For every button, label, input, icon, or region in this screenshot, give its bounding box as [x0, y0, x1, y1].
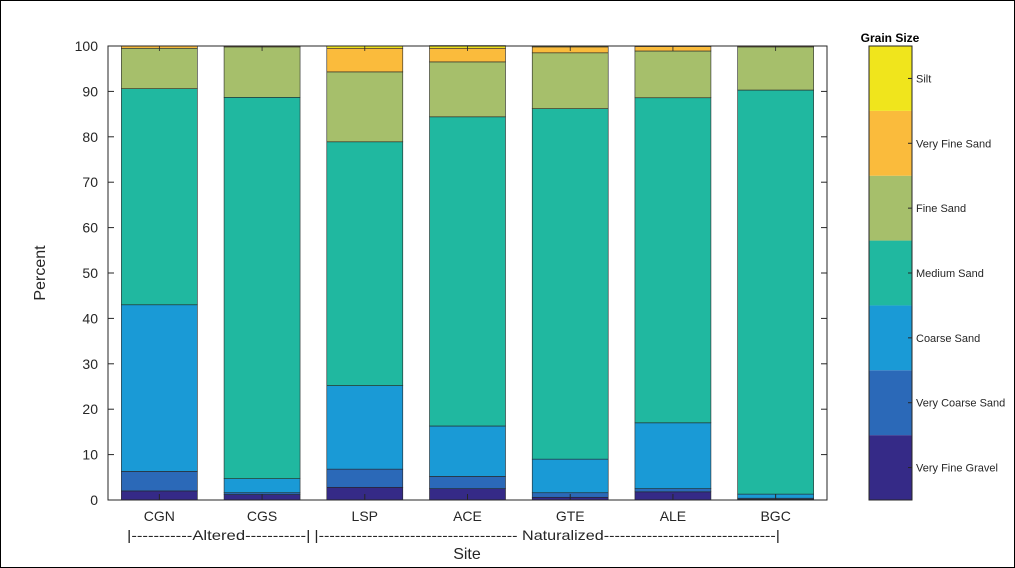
bar-segment-cgn-fine-sand: [121, 47, 198, 89]
bar-segment-lsp-very-coarse-sand: [326, 468, 404, 488]
bar-segment-ale-fine-sand: [634, 50, 712, 99]
site-groups: |-----------Altered-----------| |--------…: [127, 527, 780, 543]
legend-swatch-very-fine-gravel: [869, 435, 912, 500]
bar-segment-cgn-coarse-sand: [121, 304, 198, 472]
bar-segment-ale-medium-sand: [634, 97, 712, 424]
legend-swatch-medium-sand: [869, 240, 912, 306]
legend-label-very-fine-sand: Very Fine Sand: [916, 138, 991, 150]
legend-swatch-coarse-sand: [869, 305, 912, 371]
bar-segment-cgn-medium-sand: [121, 88, 198, 306]
y-tick-label-60: 60: [82, 220, 98, 236]
legend-label-coarse-sand: Coarse Sand: [916, 333, 980, 345]
group-label-naturalized: |------------------------------------- N…: [314, 527, 780, 543]
legend-swatch-very-fine-sand: [869, 110, 912, 176]
y-tick-label-100: 100: [75, 38, 99, 54]
legend-swatch-fine-sand: [869, 175, 912, 241]
y-tick-label-10: 10: [82, 447, 98, 463]
legend-label-medium-sand: Medium Sand: [916, 268, 984, 280]
bars-layer: [121, 45, 814, 501]
legend-label-silt: Silt: [916, 73, 931, 85]
y-axis-ticks: 0 10 20 30 40 50 60 70 80 90 100: [75, 38, 827, 508]
y-tick-label-50: 50: [82, 265, 98, 281]
bar-segment-cgn-very-coarse-sand: [121, 471, 198, 492]
bar-segment-gte-coarse-sand: [531, 458, 609, 494]
bar-segment-ace-very-coarse-sand: [429, 476, 506, 489]
y-tick-label-20: 20: [82, 401, 98, 417]
bar-segment-ace-medium-sand: [429, 116, 506, 427]
y-tick-label-80: 80: [82, 129, 98, 145]
x-axis-ticks: CGN CGS LSP ACE GTE ALE BGC: [144, 494, 791, 524]
bar-segment-bgc-fine-sand: [737, 46, 814, 91]
bar-segment-gte-fine-sand: [531, 52, 609, 109]
legend-swatch-very-coarse-sand: [869, 370, 912, 436]
legend-label-very-fine-gravel: Very Fine Gravel: [916, 463, 998, 475]
bar-segment-ace-fine-sand: [429, 61, 506, 118]
bar-segment-ale-very-coarse-sand: [634, 488, 712, 493]
legend-swatch-silt: [869, 46, 912, 111]
x-tick-label-bgc: BGC: [760, 508, 790, 524]
bar-segment-lsp-coarse-sand: [326, 385, 404, 470]
x-tick-label-cgn: CGN: [144, 508, 175, 524]
bar-segment-ale-coarse-sand: [634, 422, 712, 489]
x-tick-label-gte: GTE: [556, 508, 585, 524]
bar-segment-lsp-medium-sand: [326, 141, 404, 386]
group-label-altered: |-----------Altered-----------|: [127, 527, 310, 543]
y-tick-label-30: 30: [82, 356, 98, 372]
y-tick-label-0: 0: [90, 492, 98, 508]
x-tick-label-ace: ACE: [453, 508, 482, 524]
x-tick-label-ale: ALE: [660, 508, 686, 524]
bar-segment-gte-medium-sand: [531, 108, 609, 460]
y-tick-label-90: 90: [82, 83, 98, 99]
bar-segment-ace-coarse-sand: [429, 425, 506, 477]
x-tick-label-cgs: CGS: [247, 508, 277, 524]
bar-segment-bgc-medium-sand: [737, 89, 814, 495]
x-axis-title: Site: [453, 546, 481, 563]
colorbar-legend: Very Fine Gravel Very Coarse Sand Coarse S…: [868, 45, 1005, 501]
bar-segment-lsp-fine-sand: [326, 71, 404, 143]
bar-segment-cgs-medium-sand: [223, 97, 301, 479]
legend-label-very-coarse-sand: Very Coarse Sand: [916, 398, 1005, 410]
bar-segment-cgs-fine-sand: [223, 46, 301, 98]
legend-title: Grain Size: [861, 31, 920, 45]
y-tick-label-70: 70: [82, 174, 98, 190]
bar-segment-lsp-very-fine-sand: [326, 47, 404, 73]
bar-segment-cgs-coarse-sand: [223, 478, 301, 494]
legend-label-fine-sand: Fine Sand: [916, 203, 966, 215]
y-axis-title: Percent: [32, 245, 49, 301]
y-tick-label-40: 40: [82, 310, 98, 326]
legend-frame: [868, 45, 913, 501]
x-tick-label-lsp: LSP: [352, 508, 378, 524]
